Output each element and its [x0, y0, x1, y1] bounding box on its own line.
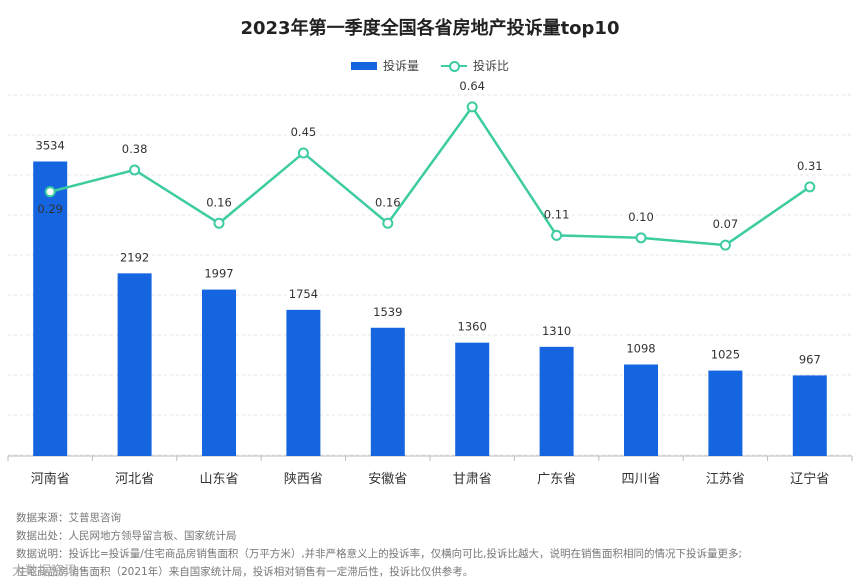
legend-bar-swatch — [350, 61, 377, 70]
note-source: 数据来源：艾普思咨询 — [16, 512, 121, 524]
ratio-point — [213, 217, 225, 229]
legend-item-bar[interactable]: 投诉量 — [350, 57, 419, 74]
ratio-point — [804, 181, 816, 193]
ratio-value-label: 0.29 — [37, 202, 63, 216]
ratio-point — [44, 186, 56, 198]
bar-value-label: 1754 — [289, 287, 318, 301]
note-origin: 数据出处：人民网地方领导留言板、国家统计局 — [16, 530, 237, 542]
ratio-line — [49, 104, 811, 247]
watermark-text: 大数据资讯 — [12, 564, 78, 579]
bar — [539, 346, 574, 456]
legend: 投诉量 投诉比 — [0, 57, 860, 74]
legend-bar-label: 投诉量 — [382, 59, 419, 73]
ratio-point — [129, 164, 141, 176]
chart-title: 2023年第一季度全国各省房地产投诉量top10 — [240, 18, 620, 39]
ratio-value-label: 0.45 — [291, 125, 317, 139]
notes: 数据来源：艾普思咨询 数据出处：人民网地方领导留言板、国家统计局 数据说明：投诉… — [16, 509, 742, 581]
ratio-value-label: 0.10 — [628, 210, 654, 224]
ratio-value-label: 0.07 — [713, 217, 739, 231]
bar — [792, 375, 827, 456]
ratio-point — [382, 217, 394, 229]
bar-value-label: 1997 — [204, 267, 233, 281]
x-tick-label: 辽宁省 — [790, 471, 829, 487]
bar — [117, 273, 152, 456]
x-tick-label: 河北省 — [115, 472, 154, 487]
ratio-value-label: 0.31 — [797, 159, 823, 173]
bar-value-label: 1360 — [458, 320, 487, 334]
ratio-value-label: 0.16 — [375, 195, 401, 209]
legend-line-label: 投诉比 — [473, 59, 510, 73]
bar-value-label: 967 — [799, 352, 821, 366]
bar — [202, 289, 236, 456]
bar — [624, 364, 658, 456]
ratio-point — [551, 229, 563, 241]
ratio-value-label: 0.38 — [122, 142, 148, 156]
bar-value-label: 1539 — [373, 305, 402, 319]
bar — [33, 161, 68, 456]
x-tick-label: 河南省 — [31, 471, 70, 487]
bar-value-label: 1098 — [626, 342, 655, 356]
x-tick-label: 广东省 — [537, 472, 576, 487]
bar — [370, 327, 405, 456]
ratio-value-label: 0.64 — [459, 79, 485, 93]
legend-line-swatch — [441, 60, 467, 72]
note-explain: 数据说明：投诉比=投诉量/住宅商品房销售面积（万平方米）,并非严格意义上的投诉率… — [16, 548, 743, 560]
bar-value-label: 1025 — [711, 348, 740, 362]
legend-item-line[interactable]: 投诉比 — [441, 57, 509, 74]
ratio-point — [719, 239, 731, 251]
x-tick-label: 陕西省 — [284, 472, 323, 487]
x-tick-label: 四川省 — [621, 472, 660, 487]
bar-value-label: 3534 — [36, 139, 65, 153]
x-tick-label: 江苏省 — [706, 471, 745, 487]
ratio-value-label: 0.11 — [544, 207, 570, 221]
note-extra: 住宅商品房销售面积（2021年）来自国家统计局，投诉相对销售有一定滞后性，投诉比… — [16, 566, 474, 578]
bar — [286, 309, 321, 456]
ratio-value-label: 0.16 — [206, 195, 232, 209]
bar-value-label: 1310 — [542, 324, 571, 338]
x-tick-label: 山东省 — [199, 472, 238, 487]
ratio-point — [635, 232, 647, 244]
bar — [708, 370, 743, 456]
chart-canvas: 河南省 河北省 山东省 陕西省 安徽省 甘肃省 广东省 四川省 江苏省 辽宁省 3534 2192 19… — [7, 79, 853, 487]
bar — [455, 342, 490, 456]
ratio-point — [297, 147, 309, 159]
bar-value-label: 2192 — [120, 250, 149, 264]
x-tick-label: 安徽省 — [368, 472, 407, 487]
x-tick-label: 甘肃省 — [453, 472, 492, 487]
ratio-point — [466, 101, 478, 113]
